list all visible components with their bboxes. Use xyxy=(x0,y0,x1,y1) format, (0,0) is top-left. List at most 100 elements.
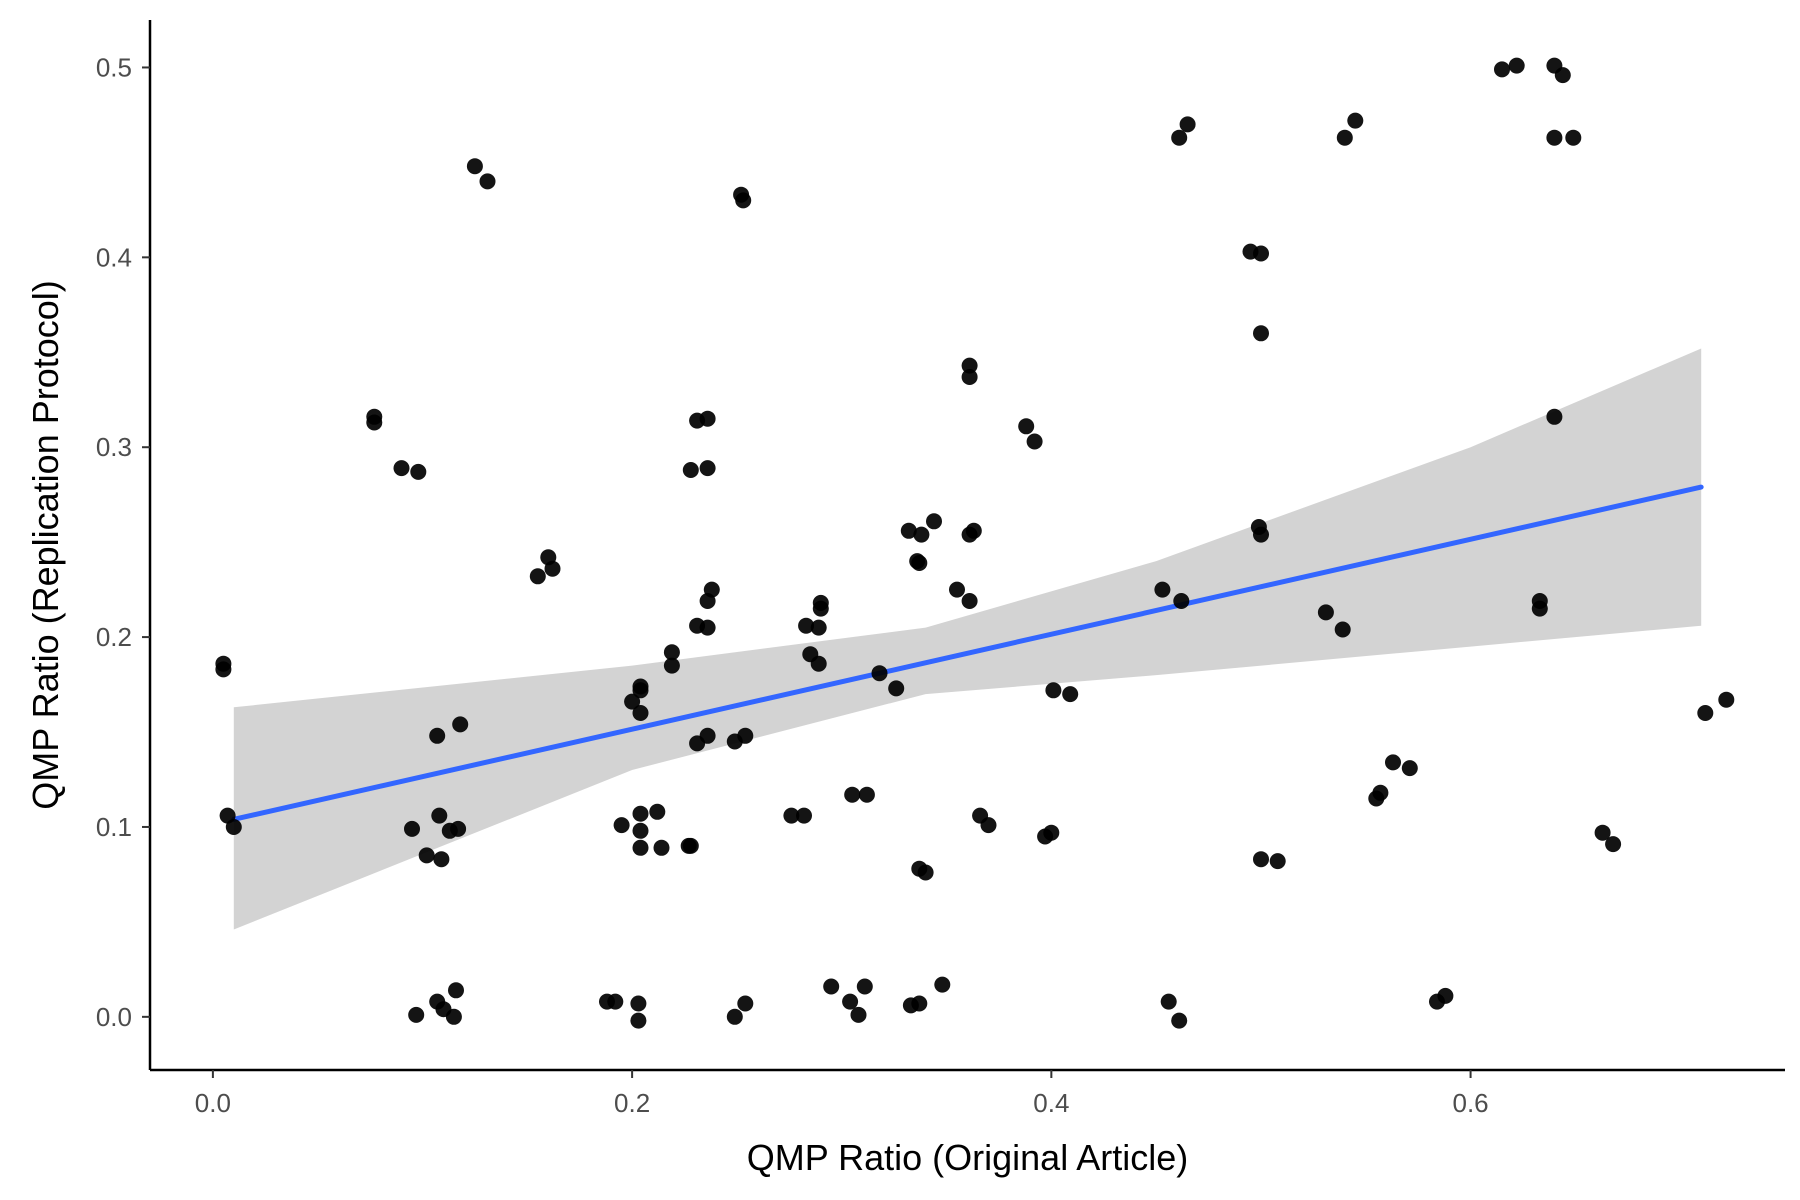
data-point xyxy=(900,522,917,539)
data-point xyxy=(699,619,716,636)
x-axis-title: QMP Ratio (Original Article) xyxy=(747,1137,1188,1178)
data-point xyxy=(856,978,873,995)
y-tick-label: 0.4 xyxy=(96,242,132,272)
data-point xyxy=(632,678,649,695)
data-point xyxy=(699,460,716,477)
data-point xyxy=(735,192,752,209)
data-point xyxy=(607,993,624,1010)
data-point xyxy=(1253,245,1269,262)
data-point xyxy=(1531,600,1548,617)
data-point xyxy=(529,568,546,585)
data-point xyxy=(1347,112,1364,129)
data-point xyxy=(544,560,561,577)
data-point xyxy=(1546,408,1563,425)
data-point xyxy=(1253,325,1269,342)
data-point xyxy=(1253,851,1269,868)
data-point xyxy=(663,657,680,674)
data-point xyxy=(913,526,930,543)
data-point xyxy=(632,839,649,856)
data-point xyxy=(934,976,951,993)
data-point xyxy=(917,864,934,881)
data-point xyxy=(1043,824,1060,841)
data-point xyxy=(366,414,383,431)
data-point xyxy=(624,693,641,710)
y-tick-label: 0.2 xyxy=(96,622,132,652)
data-point xyxy=(404,820,420,837)
data-point xyxy=(1026,433,1043,450)
data-point xyxy=(632,705,649,721)
data-point xyxy=(1253,526,1269,543)
data-point xyxy=(796,807,812,824)
x-tick-label: 0.2 xyxy=(614,1088,650,1118)
data-point xyxy=(737,995,754,1012)
data-point xyxy=(703,581,720,598)
y-tick-label: 0.0 xyxy=(96,1002,132,1032)
data-point xyxy=(1336,129,1353,146)
data-point xyxy=(1045,682,1062,699)
data-point xyxy=(961,357,978,374)
data-point xyxy=(850,1006,867,1023)
data-point xyxy=(1171,1012,1188,1029)
data-point xyxy=(613,817,630,834)
data-point xyxy=(448,982,464,999)
data-point xyxy=(1594,824,1611,841)
data-point xyxy=(632,805,649,822)
data-point xyxy=(737,727,754,744)
data-point xyxy=(408,1006,425,1023)
data-point xyxy=(1179,116,1196,133)
data-point xyxy=(1546,129,1563,146)
data-point xyxy=(699,727,716,744)
data-point xyxy=(961,369,978,385)
data-point xyxy=(842,993,859,1010)
data-point xyxy=(1269,853,1286,870)
data-point xyxy=(225,819,242,835)
data-point xyxy=(1018,418,1035,435)
data-point xyxy=(810,619,827,636)
data-point xyxy=(844,786,861,803)
data-point xyxy=(452,716,469,733)
data-point xyxy=(980,817,997,834)
data-point xyxy=(429,727,446,744)
data-point xyxy=(215,661,232,678)
y-tick-label: 0.3 xyxy=(96,432,132,462)
data-point xyxy=(431,807,448,824)
data-point xyxy=(1062,686,1079,703)
data-point xyxy=(632,822,649,839)
data-point xyxy=(1508,57,1525,74)
data-point xyxy=(1334,621,1351,638)
regression-line xyxy=(231,484,1704,822)
data-point xyxy=(858,786,875,803)
data-point xyxy=(1385,754,1401,771)
data-point xyxy=(1437,987,1454,1004)
y-tick-label: 0.1 xyxy=(96,812,132,842)
data-point xyxy=(699,410,716,427)
data-point xyxy=(1718,691,1735,708)
data-point xyxy=(466,158,483,175)
data-point xyxy=(663,644,680,661)
data-point xyxy=(630,995,647,1012)
data-point xyxy=(911,995,928,1012)
data-point xyxy=(1494,61,1510,78)
data-point xyxy=(1160,993,1177,1010)
data-point xyxy=(653,839,670,856)
data-point xyxy=(1317,604,1334,621)
data-point xyxy=(445,1008,462,1025)
data-point xyxy=(1401,760,1418,777)
confidence-ribbon xyxy=(233,348,1702,930)
data-point xyxy=(1154,581,1171,598)
data-point xyxy=(823,978,840,995)
data-point xyxy=(649,803,666,820)
data-point xyxy=(410,463,427,480)
x-tick-label: 0.6 xyxy=(1452,1088,1488,1118)
data-point xyxy=(393,460,410,477)
y-axis-title: QMP Ratio (Replication Protocol) xyxy=(25,280,66,810)
data-point xyxy=(1697,705,1714,721)
data-point xyxy=(418,847,435,864)
data-point xyxy=(433,851,450,868)
x-tick-label: 0.0 xyxy=(195,1088,231,1118)
data-point xyxy=(888,680,905,697)
data-point xyxy=(682,462,699,478)
data-point xyxy=(810,655,827,672)
